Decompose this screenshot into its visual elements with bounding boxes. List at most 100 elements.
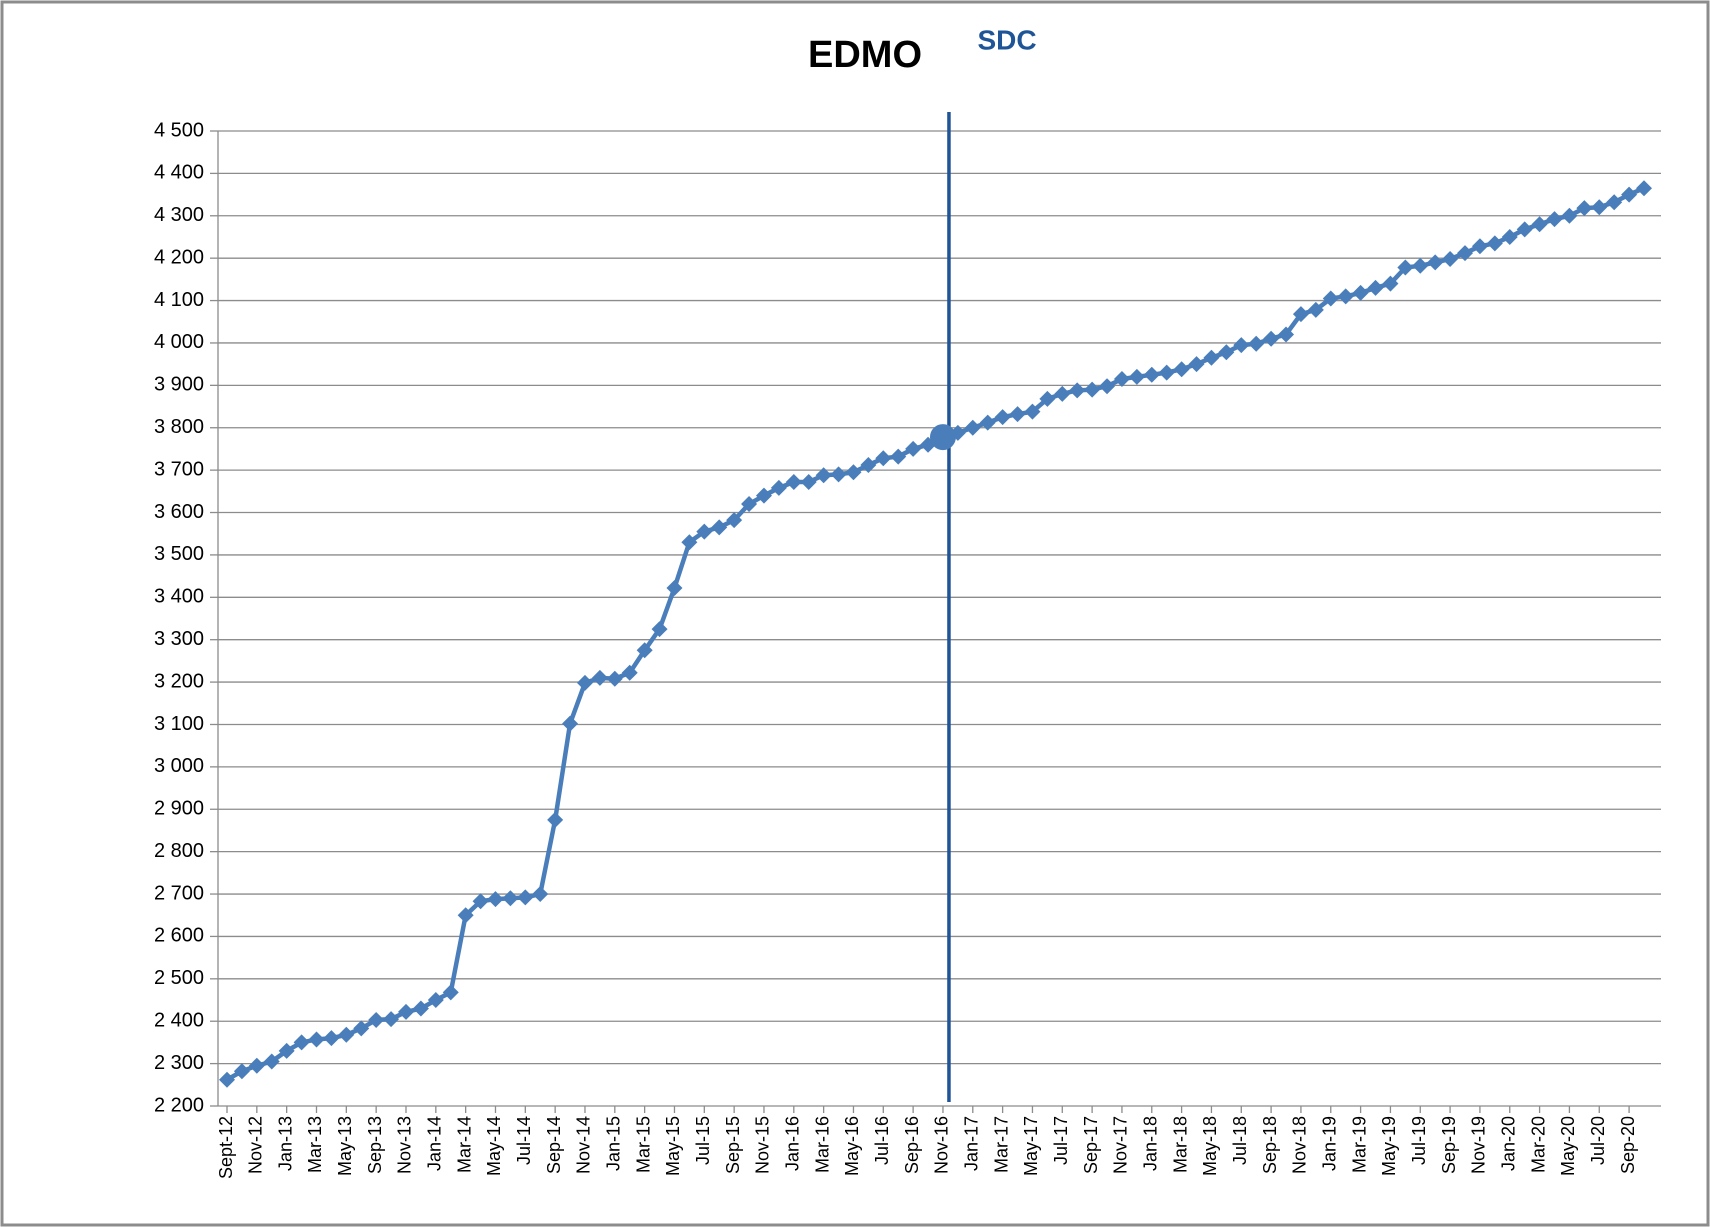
data-point [293, 1034, 310, 1051]
data-point [591, 669, 608, 686]
x-tick-label: May-13 [335, 1116, 355, 1176]
data-point [472, 893, 489, 910]
x-tick-label: Jul-15 [693, 1116, 713, 1165]
y-tick-label: 4 400 [154, 162, 204, 184]
y-tick-label: 2 200 [154, 1094, 204, 1116]
data-point [219, 1071, 235, 1088]
data-point [1292, 306, 1309, 323]
data-point [1128, 368, 1145, 385]
x-tick-label: Mar-19 [1349, 1116, 1369, 1173]
data-point [427, 992, 444, 1009]
x-tick-label: May-19 [1379, 1116, 1399, 1176]
x-tick-label: Jan-19 [1320, 1116, 1340, 1171]
data-point [1516, 221, 1533, 238]
data-point [457, 907, 474, 924]
x-tick-label: Sep-19 [1439, 1116, 1459, 1174]
y-tick-label: 3 900 [154, 374, 204, 396]
data-point [1113, 370, 1130, 387]
data-point [233, 1063, 250, 1080]
data-point [666, 579, 683, 596]
highlight-point [929, 424, 956, 451]
data-point [1621, 186, 1638, 203]
x-tick-label: Mar-14 [454, 1116, 474, 1173]
y-tick-label: 3 200 [154, 670, 204, 692]
y-tick-label: 2 400 [154, 1009, 204, 1031]
data-point [323, 1030, 340, 1047]
data-point [1143, 366, 1160, 383]
data-point [1203, 349, 1220, 366]
x-tick-label: Jul-17 [1051, 1116, 1071, 1165]
x-tick-label: Mar-13 [305, 1116, 325, 1173]
y-tick-label: 2 800 [154, 840, 204, 862]
x-tick-label: May-17 [1021, 1116, 1041, 1176]
data-point [1307, 301, 1324, 318]
data-point [1188, 356, 1205, 373]
data-point [1576, 200, 1593, 217]
data-point [1248, 335, 1265, 352]
x-tick-label: Jul-16 [872, 1116, 892, 1165]
annotation: SDC [977, 24, 1036, 55]
data-point [383, 1011, 400, 1028]
data-point [964, 419, 981, 436]
data-point [1278, 326, 1295, 343]
data-point [263, 1053, 280, 1070]
data-point [308, 1031, 325, 1048]
data-point [741, 496, 758, 513]
y-tick-label: 4 300 [154, 204, 204, 226]
x-tick-label: Sep-18 [1260, 1116, 1280, 1174]
y-tick-label: 3 500 [154, 543, 204, 565]
data-point [368, 1011, 385, 1028]
data-point [994, 409, 1011, 426]
data-point [1367, 279, 1384, 296]
x-tick-label: Jul-19 [1409, 1116, 1429, 1165]
data-point [905, 440, 922, 457]
data-point [845, 464, 862, 481]
x-tick-label: Jul-18 [1230, 1116, 1250, 1165]
data-point [1606, 194, 1623, 211]
x-tick-label: May-14 [484, 1116, 504, 1176]
data-point [1397, 259, 1414, 276]
data-point [547, 811, 564, 828]
x-tick-label: Jan-20 [1499, 1116, 1519, 1171]
data-point [502, 890, 519, 907]
y-tick-label: 4 500 [154, 119, 204, 141]
data-point [711, 519, 728, 536]
x-tick-label: Jan-18 [1141, 1116, 1161, 1171]
x-tick-label: May-18 [1200, 1116, 1220, 1176]
data-point [1382, 275, 1399, 292]
data-point [621, 664, 638, 681]
data-point [338, 1026, 355, 1043]
data-point [875, 450, 892, 467]
data-point [1561, 207, 1578, 224]
x-tick-label: May-20 [1558, 1116, 1578, 1176]
data-point [1099, 378, 1116, 395]
x-tick-label: Jul-14 [514, 1116, 534, 1165]
data-point [412, 1000, 429, 1017]
x-tick-label: Jan-14 [425, 1116, 445, 1171]
data-point [606, 670, 623, 687]
y-tick-label: 2 500 [154, 967, 204, 989]
x-tick-label: Mar-16 [812, 1116, 832, 1173]
x-tick-label: Jul-20 [1588, 1116, 1608, 1165]
data-point [1412, 257, 1429, 274]
x-tick-label: Sep-15 [723, 1116, 743, 1174]
data-point [353, 1020, 370, 1037]
data-point [1442, 251, 1459, 268]
data-point [1054, 385, 1071, 402]
data-point [1233, 337, 1250, 354]
data-point [1486, 235, 1503, 252]
data-point [442, 984, 459, 1001]
y-tick-label: 2 300 [154, 1052, 204, 1074]
data-point [979, 414, 996, 431]
data-point [755, 487, 772, 504]
data-point [1471, 238, 1488, 255]
data-point [278, 1042, 295, 1059]
x-tick-label: Sep-14 [544, 1116, 564, 1174]
data-point [1158, 364, 1175, 381]
data-point [1457, 245, 1474, 262]
x-tick-label: Jan-13 [275, 1116, 295, 1171]
data-point [397, 1003, 414, 1020]
y-tick-label: 3 300 [154, 628, 204, 650]
